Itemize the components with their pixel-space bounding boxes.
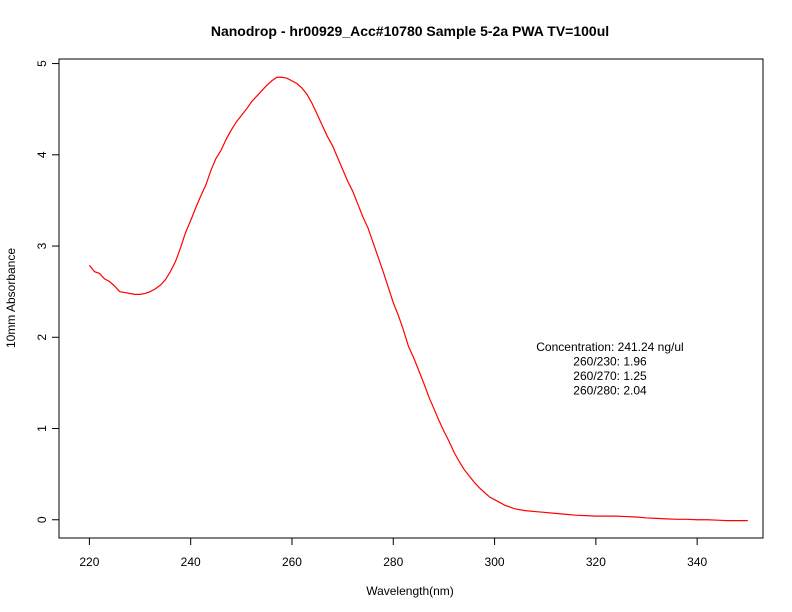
annotation-line: 260/230: 1.96: [573, 355, 647, 369]
x-axis-label: Wavelength(nm): [366, 584, 454, 598]
x-tick-label: 260: [282, 555, 302, 569]
chart-title: Nanodrop - hr00929_Acc#10780 Sample 5-2a…: [211, 23, 609, 39]
y-tick-label: 5: [35, 60, 49, 67]
x-tick-label: 340: [687, 555, 707, 569]
absorbance-series-line: [88, 76, 748, 522]
x-tick-label: 280: [383, 555, 403, 569]
y-tick-label: 4: [35, 151, 49, 158]
y-tick-label: 0: [35, 516, 49, 523]
annotation-line: Concentration: 241.24 ng/ul: [536, 340, 683, 354]
plot-frame: [58, 58, 764, 539]
x-tick-label: 240: [181, 555, 201, 569]
y-axis: 0 1 2 3 4 5: [35, 60, 60, 523]
y-tick-label: 2: [35, 334, 49, 341]
y-tick-label: 1: [35, 425, 49, 432]
annotation-line: 260/280: 2.04: [573, 384, 647, 398]
x-axis: 220 240 260 280 300 320 340: [79, 537, 707, 569]
annotation-line: 260/270: 1.25: [573, 369, 647, 383]
y-tick-label: 3: [35, 242, 49, 249]
x-tick-label: 300: [485, 555, 505, 569]
y-axis-label: 10mm Absorbance: [4, 248, 18, 348]
x-tick-label: 320: [586, 555, 606, 569]
x-tick-label: 220: [79, 555, 99, 569]
